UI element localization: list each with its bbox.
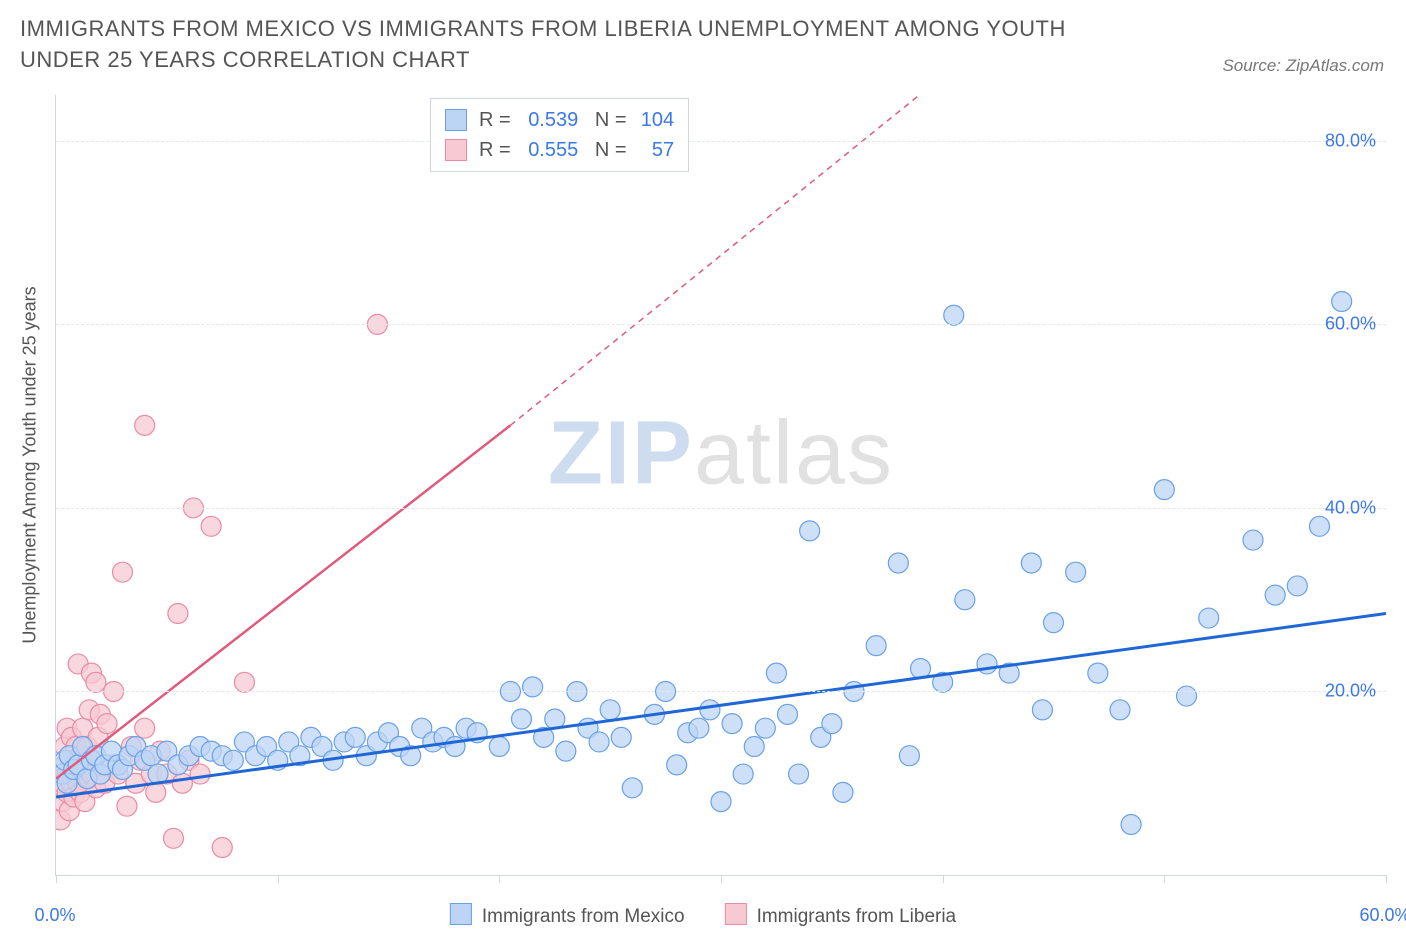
point-pink	[163, 828, 183, 848]
stat-n-pink: 57	[632, 135, 674, 165]
stat-r-label: R =	[479, 105, 516, 135]
point-blue	[1310, 516, 1330, 536]
point-pink	[234, 672, 254, 692]
point-blue	[866, 636, 886, 656]
x-tick	[1386, 875, 1387, 883]
chart-svg	[56, 95, 1386, 875]
point-pink	[172, 773, 192, 793]
stat-n-label: N =	[578, 135, 632, 165]
point-blue	[1032, 700, 1052, 720]
chart-title: IMMIGRANTS FROM MEXICO VS IMMIGRANTS FRO…	[20, 14, 1106, 76]
stat-r-label: R =	[479, 135, 516, 165]
x-tick-label-max: 60.0%	[1359, 905, 1406, 926]
y-axis-label: Unemployment Among Youth under 25 years	[20, 286, 41, 643]
legend-label-blue: Immigrants from Mexico	[482, 906, 685, 927]
x-tick	[943, 875, 944, 883]
point-blue	[833, 782, 853, 802]
point-blue	[1199, 608, 1219, 628]
point-blue	[1265, 585, 1285, 605]
point-pink	[212, 837, 232, 857]
point-blue	[800, 521, 820, 541]
point-blue	[600, 700, 620, 720]
point-blue	[611, 727, 631, 747]
point-blue	[1088, 663, 1108, 683]
stat-r-pink: 0.555	[516, 135, 578, 165]
gridline-h	[56, 508, 1386, 509]
point-blue	[755, 718, 775, 738]
legend-swatch-blue	[450, 903, 472, 925]
x-tick	[278, 875, 279, 883]
point-blue	[722, 714, 742, 734]
point-blue	[1243, 530, 1263, 550]
gridline-h	[56, 141, 1386, 142]
point-pink	[201, 516, 221, 536]
point-blue	[1044, 613, 1064, 633]
point-blue	[789, 764, 809, 784]
point-blue	[622, 778, 642, 798]
point-blue	[766, 663, 786, 683]
x-tick-label-min: 0.0%	[34, 905, 75, 926]
point-blue	[589, 732, 609, 752]
gridline-h	[56, 691, 1386, 692]
legend-item-pink: Immigrants from Liberia	[725, 903, 957, 928]
stat-r-blue: 0.539	[516, 105, 578, 135]
point-pink	[168, 603, 188, 623]
plot-area: ZIPatlas	[55, 95, 1386, 876]
point-pink	[135, 415, 155, 435]
x-tick	[56, 875, 57, 883]
point-blue	[888, 553, 908, 573]
point-blue	[223, 750, 243, 770]
point-blue	[1066, 562, 1086, 582]
legend-item-blue: Immigrants from Mexico	[450, 903, 685, 928]
x-tick	[1164, 875, 1165, 883]
point-blue	[667, 755, 687, 775]
point-blue	[711, 792, 731, 812]
point-blue	[689, 718, 709, 738]
point-pink	[117, 796, 137, 816]
point-pink	[86, 672, 106, 692]
point-pink	[113, 562, 133, 582]
x-tick	[499, 875, 500, 883]
stat-n-label: N =	[578, 105, 632, 135]
point-blue	[1287, 576, 1307, 596]
legend-swatch-pink	[725, 903, 747, 925]
point-blue	[778, 704, 798, 724]
stat-n-blue: 104	[632, 105, 674, 135]
stats-box: R = 0.539 N = 104 R = 0.555 N = 57	[430, 98, 689, 172]
point-blue	[489, 737, 509, 757]
point-blue	[1177, 686, 1197, 706]
legend-label-pink: Immigrants from Liberia	[757, 906, 957, 927]
x-tick	[721, 875, 722, 883]
gridline-h	[56, 324, 1386, 325]
source-label: Source: ZipAtlas.com	[1222, 56, 1384, 76]
point-blue	[345, 727, 365, 747]
point-blue	[1110, 700, 1130, 720]
point-pink	[97, 714, 117, 734]
point-blue	[1154, 480, 1174, 500]
point-blue	[733, 764, 753, 784]
point-pink	[190, 764, 210, 784]
point-blue	[1021, 553, 1041, 573]
point-blue	[744, 737, 764, 757]
stats-row-blue: R = 0.539 N = 104	[445, 105, 674, 135]
trendline-pink	[56, 425, 510, 778]
point-blue	[1121, 815, 1141, 835]
point-blue	[1332, 291, 1352, 311]
point-blue	[899, 746, 919, 766]
legend-swatch-pink	[445, 139, 467, 161]
point-blue	[523, 677, 543, 697]
point-blue	[556, 741, 576, 761]
legend-swatch-blue	[445, 109, 467, 131]
point-blue	[822, 714, 842, 734]
stats-row-pink: R = 0.555 N = 57	[445, 135, 674, 165]
point-blue	[512, 709, 532, 729]
legend-bottom: Immigrants from Mexico Immigrants from L…	[450, 903, 956, 928]
point-pink	[135, 718, 155, 738]
point-blue	[700, 700, 720, 720]
point-blue	[955, 590, 975, 610]
point-blue	[944, 305, 964, 325]
